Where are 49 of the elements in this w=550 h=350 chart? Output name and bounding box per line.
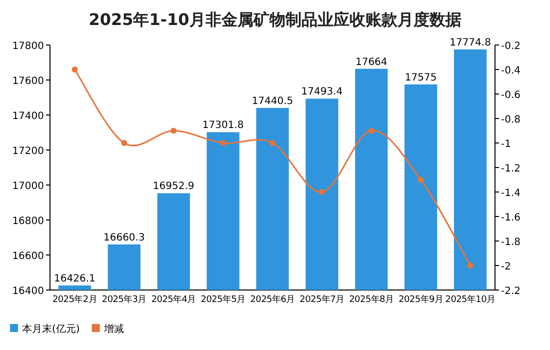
y-tick-label: 17800	[12, 41, 44, 52]
data-label: 16952.9	[152, 181, 194, 192]
y2-tick-label: -0.2	[501, 41, 521, 52]
data-label: 17575	[404, 72, 437, 84]
x-tick-label: 2025年7月	[300, 294, 344, 305]
data-label: 17301.8	[202, 120, 244, 132]
data-label: 17493.4	[301, 86, 343, 98]
y2-tick-label: -2	[501, 262, 511, 272]
data-label: 16660.3	[103, 232, 145, 244]
x-tick-label: 2025年3月	[102, 294, 146, 305]
chart-title: 2025年1-10月非金属矿物制品业应收账款月度数据	[88, 10, 462, 29]
point	[170, 128, 177, 134]
y-tick-label: 17000	[12, 181, 44, 192]
point	[418, 176, 424, 183]
point	[270, 140, 276, 146]
data-label: 17774.8	[450, 37, 491, 48]
y2-tick-label: -0.4	[501, 66, 521, 76]
data-label: 16426.1	[54, 273, 96, 284]
point	[121, 140, 128, 146]
y2-tick-label: -1.8	[501, 237, 521, 248]
x-tick-label: 2025年2月	[52, 294, 97, 305]
y-tick-label: 17200	[12, 146, 44, 157]
x-tick-label: 2025年9月	[398, 294, 444, 305]
data-label: 17440.5	[252, 96, 294, 107]
y-tick-label: 16400	[12, 286, 44, 297]
legend-label: 本月末(亿元)	[22, 323, 80, 335]
y-tick-label: 17400	[12, 111, 44, 122]
y2-tick-label: -0.6	[501, 90, 521, 101]
y2-tick-label: -1.2	[501, 164, 521, 174]
y2-tick-label: -0.8	[501, 114, 521, 126]
point	[318, 189, 325, 195]
y-tick-label: 16800	[12, 216, 44, 227]
point	[467, 262, 474, 268]
x-tick-label: 2025年8月	[349, 294, 394, 305]
point	[72, 66, 78, 72]
point	[220, 140, 226, 146]
y2-tick-label: -2.2	[501, 286, 521, 297]
data-label: 17664	[355, 56, 388, 68]
y2-tick-label: -1.4	[501, 188, 521, 199]
x-tick-label: 2025年10月	[445, 294, 496, 305]
y-tick-label: 17600	[12, 76, 44, 87]
x-tick-label: 2025年6月	[250, 294, 295, 305]
x-tick-label: 2025年5月	[200, 294, 246, 305]
y-tick-label: 16600	[12, 251, 44, 262]
point	[368, 128, 374, 134]
x-tick-label: 2025年4月	[151, 294, 196, 305]
y2-tick-label: -1.6	[501, 212, 521, 224]
y2-tick-label: -1	[501, 139, 511, 150]
legend-label: 增减	[102, 323, 124, 335]
